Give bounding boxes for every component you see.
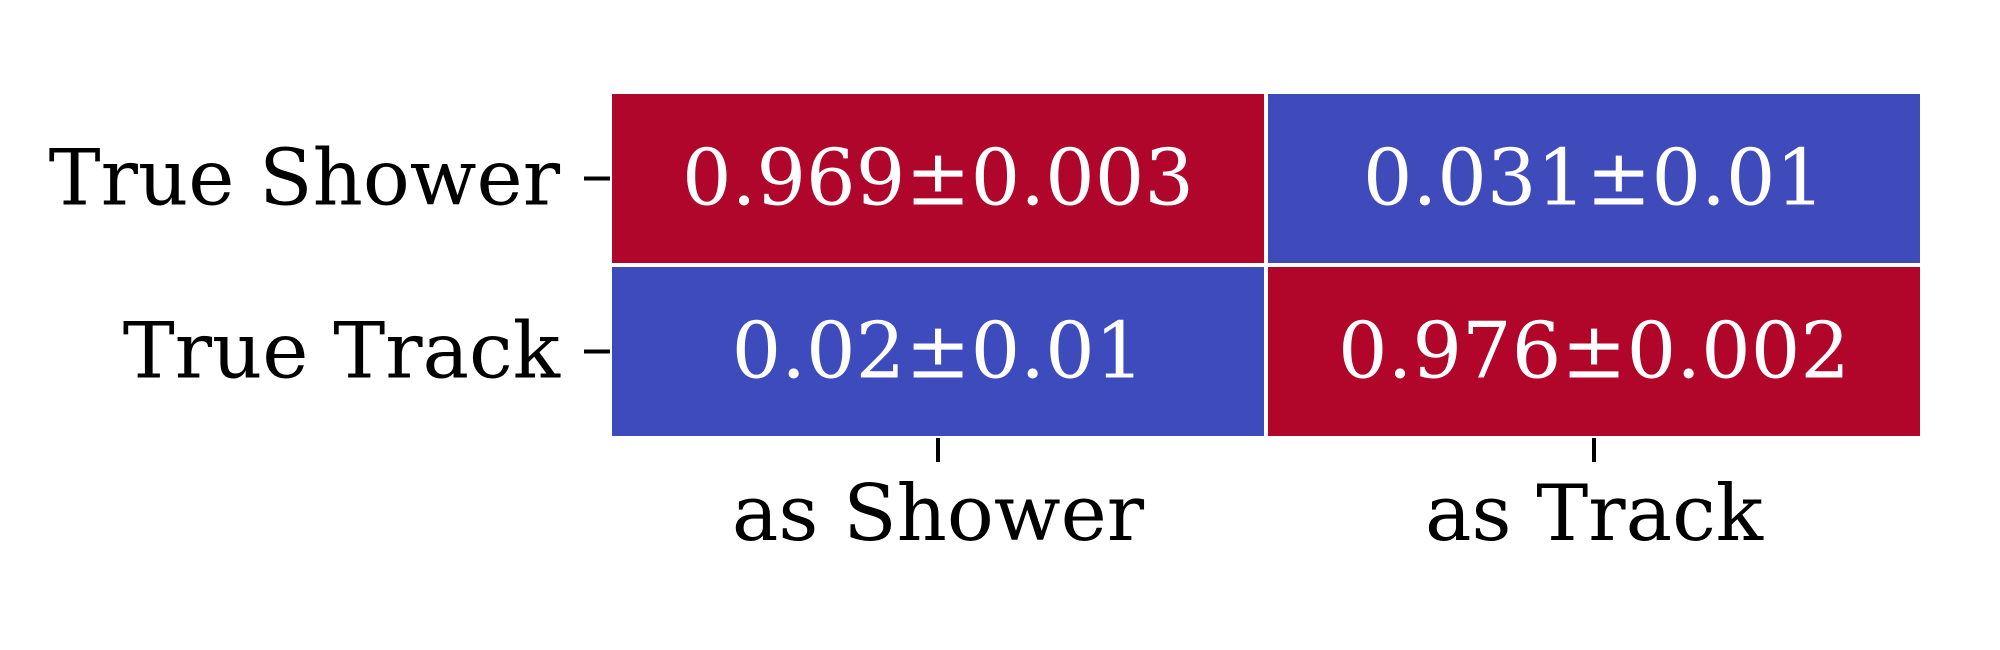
heatmap-cell-r1-c1: [1264, 263, 1924, 440]
y-tick-label: True Track: [123, 307, 561, 397]
x-tick-label: as Track: [1425, 469, 1764, 559]
cell-value-label: 0.969±0.003: [682, 134, 1194, 224]
x-tick-label: as Shower: [732, 469, 1145, 559]
cell-value-label: 0.031±0.01: [1363, 134, 1825, 224]
y-axis: True Shower True Track: [49, 134, 610, 397]
heatmap-cell-r0-c1: [1264, 90, 1924, 267]
cell-value-label: 0.976±0.002: [1338, 307, 1850, 397]
x-axis: as Shower as Track: [732, 438, 1764, 559]
heatmap-cell-labels: 0.969±0.003 0.031±0.01 0.02±0.01 0.976±0.00…: [682, 134, 1850, 397]
heatmap-cell-r1-c0: [608, 263, 1268, 440]
cell-value-label: 0.02±0.01: [732, 307, 1145, 397]
heatmap-cells: [608, 90, 1924, 440]
heatmap-cell-r0-c0: [608, 90, 1268, 267]
y-tick-label: True Shower: [49, 134, 561, 224]
